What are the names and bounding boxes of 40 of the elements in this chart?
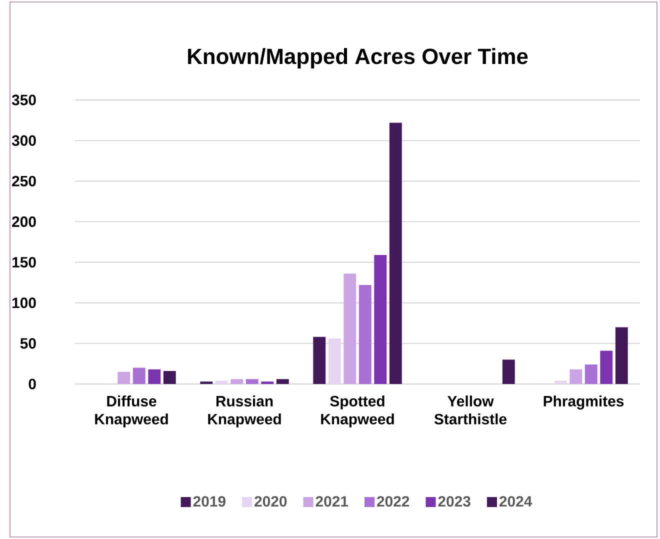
bar — [615, 327, 628, 384]
bar — [502, 360, 515, 384]
bar — [358, 284, 372, 384]
legend-label: 2019 — [193, 496, 226, 507]
legend-label: 2021 — [316, 496, 348, 507]
x-tick-label: Yellow Starthistle — [434, 396, 507, 424]
x-tick-label: Diffuse Knapweed — [95, 396, 168, 428]
bar — [246, 379, 258, 384]
chart-title: Known/Mapped Acres Over Time — [188, 48, 528, 68]
bar — [328, 338, 341, 384]
x-tick-label: Phragmites — [544, 396, 624, 410]
bar — [374, 254, 387, 384]
bar — [344, 274, 356, 384]
x-tick-label: Russian Knapweed — [208, 396, 281, 428]
legend-label: 2024 — [499, 496, 532, 507]
y-tick-label: 100 — [12, 298, 36, 308]
y-tick-label: 350 — [12, 94, 36, 106]
y-tick-label: 0 — [28, 378, 36, 390]
x-tick-label: Spotted Knapweed — [321, 396, 394, 428]
bar — [163, 371, 176, 384]
bar — [600, 350, 613, 384]
legend-label: 2020 — [254, 496, 287, 507]
bar — [389, 122, 402, 384]
y-tick-label: 150 — [12, 256, 36, 268]
y-tick-label: 200 — [12, 216, 36, 227]
bar — [230, 379, 244, 384]
bar — [148, 369, 161, 384]
bar — [313, 336, 326, 384]
y-tick-label: 50 — [20, 338, 36, 349]
bar — [554, 380, 567, 384]
y-tick-label: 250 — [12, 176, 36, 186]
bar — [215, 380, 228, 384]
bar — [584, 364, 598, 384]
legend-label: 2022 — [377, 496, 410, 507]
y-tick-label: 300 — [12, 135, 36, 146]
bar — [276, 379, 289, 384]
bar — [570, 369, 582, 384]
bar — [132, 368, 146, 384]
legend-label: 2023 — [438, 496, 470, 507]
bar — [118, 372, 130, 384]
